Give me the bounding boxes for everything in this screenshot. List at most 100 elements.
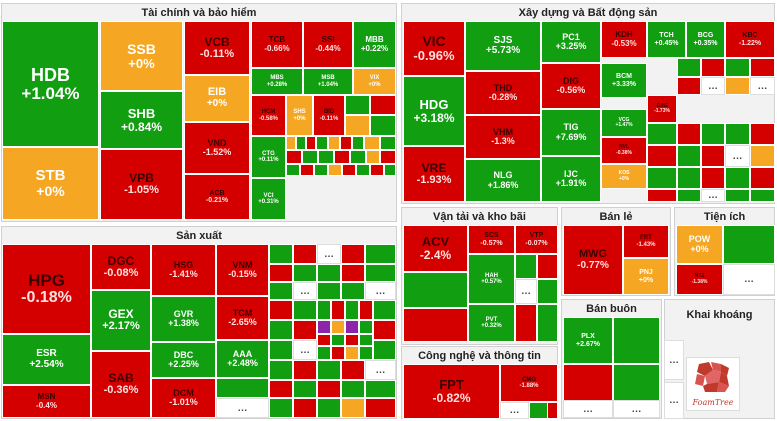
stock-tile-ssb[interactable]: SSB +0% [100, 21, 183, 91]
more-stocks-group[interactable]: … [613, 400, 660, 418]
small-stock-tile[interactable] [341, 380, 365, 398]
more-stocks-group[interactable]: … [701, 189, 725, 202]
stock-tile-pow[interactable]: POW +0% [676, 225, 723, 264]
more-stocks-group[interactable]: … [750, 77, 775, 95]
small-stock-tile[interactable] [370, 115, 396, 136]
small-stock-tile[interactable] [364, 136, 380, 150]
small-stock-tile[interactable] [341, 360, 365, 380]
stock-tile-pnj[interactable]: PNJ +0% [623, 258, 669, 295]
small-stock-tile[interactable] [359, 346, 373, 360]
small-stock-tile[interactable] [701, 123, 725, 145]
more-stocks-group[interactable]: … [725, 145, 750, 167]
small-stock-tile[interactable] [216, 378, 269, 398]
more-stocks-group[interactable]: … [365, 282, 396, 300]
small-stock-tile[interactable] [317, 380, 341, 398]
small-stock-tile[interactable] [293, 360, 317, 380]
small-stock-tile[interactable] [373, 320, 396, 340]
small-stock-tile[interactable] [269, 340, 293, 360]
more-stocks-group[interactable]: … [365, 360, 396, 380]
small-stock-tile[interactable] [647, 167, 677, 189]
small-stock-tile[interactable] [356, 164, 370, 176]
small-stock-tile[interactable] [403, 308, 468, 342]
small-stock-tile[interactable] [293, 398, 317, 418]
stock-tile-fpt[interactable]: FPT -0.82% [403, 364, 500, 419]
more-stocks-group[interactable]: … [664, 340, 684, 380]
small-stock-tile[interactable] [345, 300, 359, 320]
small-stock-tile[interactable] [269, 264, 293, 282]
small-stock-tile[interactable] [314, 164, 328, 176]
small-stock-tile[interactable] [750, 145, 775, 167]
small-stock-tile[interactable] [701, 58, 725, 77]
stock-tile-msb[interactable]: MSB +1.04% [303, 68, 353, 95]
stock-tile-vtp[interactable]: VTP -0.07% [515, 225, 558, 254]
small-stock-tile[interactable] [750, 167, 775, 189]
small-stock-tile[interactable] [318, 150, 334, 164]
more-stocks-group[interactable]: … [664, 382, 684, 419]
small-stock-tile[interactable] [537, 304, 558, 342]
more-stocks-group[interactable]: … [515, 279, 537, 304]
small-stock-tile[interactable] [647, 123, 677, 145]
stock-tile-frt[interactable]: FRT -1.43% [623, 225, 669, 258]
small-stock-tile[interactable] [269, 244, 293, 264]
stock-tile-stb[interactable]: STB +0% [2, 147, 99, 220]
stock-tile-hah[interactable]: HAH +0.57% [468, 254, 515, 304]
small-stock-tile[interactable] [373, 300, 396, 320]
stock-tile-sab[interactable]: SAB -0.36% [91, 351, 151, 418]
small-stock-tile[interactable] [302, 150, 318, 164]
stock-tile-hcm[interactable]: HCM -0.58% [251, 95, 286, 136]
stock-tile-vci[interactable]: VCI +0.31% [251, 178, 286, 220]
stock-tile-scs[interactable]: SCS -0.57% [468, 225, 515, 254]
small-stock-tile[interactable] [537, 254, 558, 279]
stock-tile-nvl[interactable]: NVL -0.38% [601, 137, 647, 164]
stock-tile-mbs[interactable]: MBS +0.28% [251, 68, 303, 95]
small-stock-tile[interactable] [341, 264, 365, 282]
small-stock-tile[interactable] [380, 150, 396, 164]
small-stock-tile[interactable] [269, 380, 293, 398]
stock-tile-bcg[interactable]: BCG +0.35% [686, 21, 725, 58]
small-stock-tile[interactable] [537, 279, 558, 304]
small-stock-tile[interactable] [701, 145, 725, 167]
stock-tile-bid[interactable]: BID -0.11% [313, 95, 345, 136]
stock-tile-pvt[interactable]: PVT +0.32% [468, 304, 515, 342]
stock-tile-tig[interactable]: TIG +7.69% [541, 109, 601, 156]
stock-tile-dxg[interactable]: DXG -1.73% [647, 95, 677, 123]
small-stock-tile[interactable] [269, 398, 293, 418]
stock-tile-vic[interactable]: VIC -0.96% [403, 21, 465, 76]
small-stock-tile[interactable] [293, 300, 317, 320]
small-stock-tile[interactable] [350, 150, 366, 164]
small-stock-tile[interactable] [331, 334, 345, 346]
stock-tile-ssi[interactable]: SSI -0.44% [303, 21, 353, 68]
stock-tile-shb[interactable]: SHB +0.84% [100, 91, 183, 149]
small-stock-tile[interactable] [331, 320, 345, 334]
stock-tile-vcb[interactable]: VCB -0.11% [184, 21, 250, 75]
stock-tile-vre[interactable]: VRE -1.93% [403, 146, 465, 202]
stock-tile-sjs[interactable]: SJS +5.73% [465, 21, 541, 71]
small-stock-tile[interactable] [647, 189, 677, 202]
stock-tile-nt2[interactable]: NT2 -1.38% [676, 264, 723, 295]
stock-tile-cmg[interactable]: CMG -1.88% [500, 364, 558, 402]
small-stock-tile[interactable] [293, 264, 317, 282]
stock-tile-vnm[interactable]: VNM -0.15% [216, 244, 269, 296]
small-stock-tile[interactable] [366, 150, 380, 164]
small-stock-tile[interactable] [613, 317, 660, 364]
stock-tile-tcm[interactable]: TCM -2.65% [216, 296, 269, 340]
small-stock-tile[interactable] [359, 300, 373, 320]
small-stock-tile[interactable] [725, 167, 750, 189]
small-stock-tile[interactable] [750, 123, 775, 145]
small-stock-tile[interactable] [677, 123, 701, 145]
small-stock-tile[interactable] [316, 136, 328, 150]
small-stock-tile[interactable] [365, 264, 396, 282]
stock-tile-vhm[interactable]: VHM -1.3% [465, 115, 541, 159]
small-stock-tile[interactable] [345, 334, 359, 346]
small-stock-tile[interactable] [359, 334, 373, 346]
small-stock-tile[interactable] [300, 164, 314, 176]
more-stocks-group[interactable]: … [317, 244, 341, 264]
stock-tile-esr[interactable]: ESR +2.54% [2, 334, 91, 385]
stock-tile-bcm[interactable]: BCM +3.33% [601, 63, 647, 98]
small-stock-tile[interactable] [365, 398, 396, 418]
more-stocks-group[interactable]: … [216, 398, 269, 418]
small-stock-tile[interactable] [515, 304, 537, 342]
stock-tile-tcb[interactable]: TCB -0.66% [251, 21, 303, 68]
small-stock-tile[interactable] [725, 123, 750, 145]
small-stock-tile[interactable] [286, 150, 302, 164]
